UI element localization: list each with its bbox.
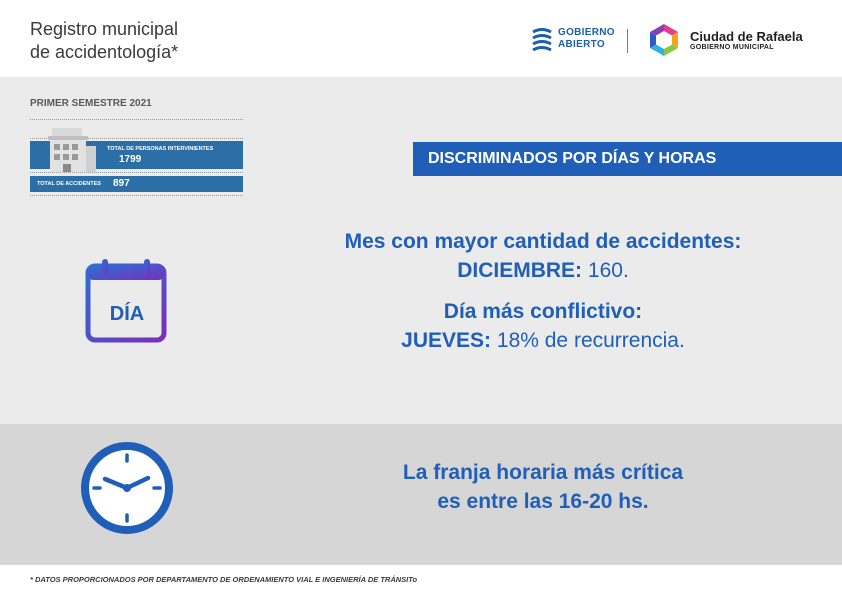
days-panel	[0, 77, 842, 424]
personas-value: 1799	[119, 154, 142, 165]
calendar-label: DÍA	[109, 303, 145, 325]
gobierno-abierto-text: GOBIERNO ABIERTO	[558, 27, 615, 51]
month-value: 160.	[587, 259, 629, 282]
divider-top	[30, 119, 243, 120]
header: Registro municipal de accidentología* GO…	[0, 0, 842, 77]
accidentes-label: TOTAL DE ACCIDENTES	[37, 181, 101, 187]
calendar-icon-graphic	[85, 259, 167, 343]
section-banner: DISCRIMINADOS POR DÍAS Y HORAS	[413, 142, 842, 176]
day-value: 18% de recurrencia.	[496, 329, 685, 352]
time-line-2: es entre las 16-20 hs.	[437, 490, 649, 513]
personas-label: TOTAL DE PERSONAS INTERVINIENTES	[107, 146, 214, 152]
divider-bottom	[30, 195, 243, 196]
semester-label: PRIMER SEMESTRE 2021	[30, 98, 152, 109]
gobierno-abierto-line-1: GOBIERNO	[558, 27, 615, 38]
gobierno-abierto-logo: GOBIERNO ABIERTO	[532, 27, 615, 51]
clock-icon	[81, 442, 173, 534]
calendar-icon: DÍA	[84, 258, 170, 344]
ciudad-rafaela-icon	[650, 24, 678, 56]
personas-stat: TOTAL DE PERSONAS INTERVINIENTES 1799	[30, 128, 243, 172]
ciudad-rafaela-logo: Ciudad de Rafaela GOBIERNO MUNICIPAL	[646, 22, 803, 58]
time-block: La franja horaria más crítica es entre l…	[303, 458, 783, 516]
page-title: Registro municipal de accidentología*	[30, 18, 178, 64]
month-line: DICIEMBRE: 160.	[303, 256, 783, 285]
divider-mid	[30, 138, 243, 139]
ciudad-sub: GOBIERNO MUNICIPAL	[690, 43, 774, 51]
gobierno-abierto-icon	[532, 28, 552, 51]
building-icon	[48, 128, 96, 172]
footnote: * DATOS PROPORCIONADOS POR DEPARTAMENTO …	[30, 575, 418, 584]
time-line-1: La franja horaria más crítica	[402, 461, 684, 484]
gobierno-abierto-line-2: ABIERTO	[558, 39, 605, 50]
divider-stat	[30, 172, 243, 173]
title-line-2: de accidentología*	[30, 42, 179, 62]
banner-label: DISCRIMINADOS POR DÍAS Y HORAS	[428, 150, 717, 167]
accidentes-value: 897	[113, 178, 130, 189]
month-heading: Mes con mayor cantidad de accidentes:	[344, 230, 742, 253]
ciudad-name: Ciudad de Rafaela	[690, 28, 803, 44]
logo-divider	[627, 29, 628, 53]
month-name: DICIEMBRE:	[457, 259, 583, 282]
day-heading: Día más conflictivo:	[443, 300, 643, 323]
day-name: JUEVES:	[401, 329, 492, 352]
accidentes-stat: TOTAL DE ACCIDENTES 897	[30, 176, 243, 192]
title-line-1: Registro municipal	[30, 19, 179, 39]
month-block: Mes con mayor cantidad de accidentes: DI…	[303, 227, 783, 285]
day-block: Día más conflictivo: JUEVES: 18% de recu…	[303, 297, 783, 355]
day-line: JUEVES: 18% de recurrencia.	[303, 326, 783, 355]
ciudad-rafaela-text: Ciudad de Rafaela GOBIERNO MUNICIPAL	[690, 28, 803, 51]
